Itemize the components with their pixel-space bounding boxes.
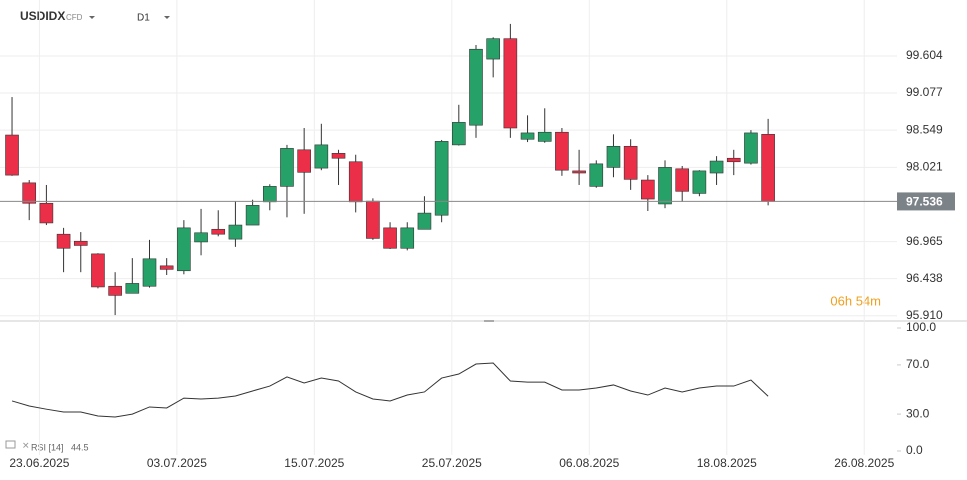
rsi-value: 44.5 xyxy=(71,442,89,452)
candle-body xyxy=(314,144,329,169)
candle-body xyxy=(675,168,690,192)
candle-body xyxy=(709,160,724,174)
candle-body xyxy=(623,145,638,180)
candle-body xyxy=(503,38,518,129)
timeframe-dropdown[interactable] xyxy=(164,16,170,19)
candle-body xyxy=(452,122,466,146)
candle-body xyxy=(297,149,311,173)
x-tick-label: 18.08.2025 xyxy=(697,456,757,470)
candle-body xyxy=(125,283,140,294)
instrument: CFD xyxy=(66,13,83,22)
rsi-icons: ✕ xyxy=(5,440,30,450)
candle-body xyxy=(159,265,174,270)
candle-body xyxy=(744,132,758,164)
candle-body xyxy=(228,224,243,240)
candle-body xyxy=(39,202,54,224)
candle-body xyxy=(658,167,672,205)
candle-body xyxy=(22,182,37,204)
candle-body xyxy=(366,200,380,239)
candle-body xyxy=(726,157,741,163)
candle-body xyxy=(383,227,397,249)
plot: 23.06.2025 03.07.2025 15.07.2025 25.07.2025… xyxy=(0,0,955,470)
candle-body xyxy=(194,232,208,243)
candle-body xyxy=(606,145,621,168)
y-tick-label: 99.077 xyxy=(906,85,943,99)
x-tick-label: 23.06.2025 xyxy=(9,456,69,470)
y-tick-label: 96.438 xyxy=(906,271,943,285)
candle-body xyxy=(400,227,415,249)
timeframe[interactable]: D1 xyxy=(137,13,150,24)
candle-body xyxy=(108,285,122,296)
candle-body xyxy=(280,148,294,187)
rsi-tick-label: 0.0 xyxy=(906,443,923,457)
candle-body xyxy=(761,134,775,202)
candle-body xyxy=(572,170,586,174)
rsi-line xyxy=(11,362,769,418)
candle-body xyxy=(555,131,569,171)
y-tick-label: 98.549 xyxy=(906,122,943,136)
rsi-close[interactable]: ✕ xyxy=(22,440,30,450)
rsi-tick-label: 100.0 xyxy=(906,320,936,334)
y-tick-label: 96.965 xyxy=(906,234,943,248)
candle-body xyxy=(73,240,88,246)
y-tick-label: 99.604 xyxy=(906,48,943,62)
rsi-icon[interactable] xyxy=(5,440,16,449)
x-tick-label: 06.08.2025 xyxy=(559,456,619,470)
y-tick-label: 98.021 xyxy=(906,159,943,173)
y-tick-label: 95.910 xyxy=(906,308,943,322)
candle-body xyxy=(417,212,432,230)
rsi-tick-label: 70.0 xyxy=(906,357,930,371)
symbol[interactable]: USDIDX xyxy=(20,9,65,23)
candle-body xyxy=(211,228,226,235)
candle-body xyxy=(56,233,71,249)
rsi-name: RSI [14] xyxy=(31,442,64,452)
candle-body xyxy=(537,131,552,142)
candle-body xyxy=(262,186,277,203)
x-tick-label: 03.07.2025 xyxy=(147,456,207,470)
candle-body xyxy=(331,153,346,159)
rsi-tick-label: 30.0 xyxy=(906,406,930,420)
candle-body xyxy=(486,38,500,60)
x-tick-label: 26.08.2025 xyxy=(834,456,894,470)
candle-body xyxy=(348,161,363,203)
pane-handle[interactable] xyxy=(484,320,494,322)
candle-body xyxy=(520,132,535,140)
candle-body xyxy=(245,205,260,226)
countdown: 06h 54m xyxy=(830,293,881,308)
candle-body xyxy=(177,227,191,272)
candle-body xyxy=(91,253,105,288)
last-price-label: 97.536 xyxy=(906,195,943,209)
last-price-box xyxy=(897,192,955,211)
symbol-dropdown[interactable] xyxy=(89,16,95,19)
x-tick-label: 15.07.2025 xyxy=(284,456,344,470)
x-tick-label: 25.07.2025 xyxy=(422,456,482,470)
candle-body xyxy=(589,163,604,187)
candle-body xyxy=(692,170,707,194)
candle-body xyxy=(5,134,19,176)
candle-body xyxy=(641,179,655,200)
candle-body xyxy=(142,258,157,287)
candle-body xyxy=(469,48,483,126)
candle-body xyxy=(434,141,449,216)
